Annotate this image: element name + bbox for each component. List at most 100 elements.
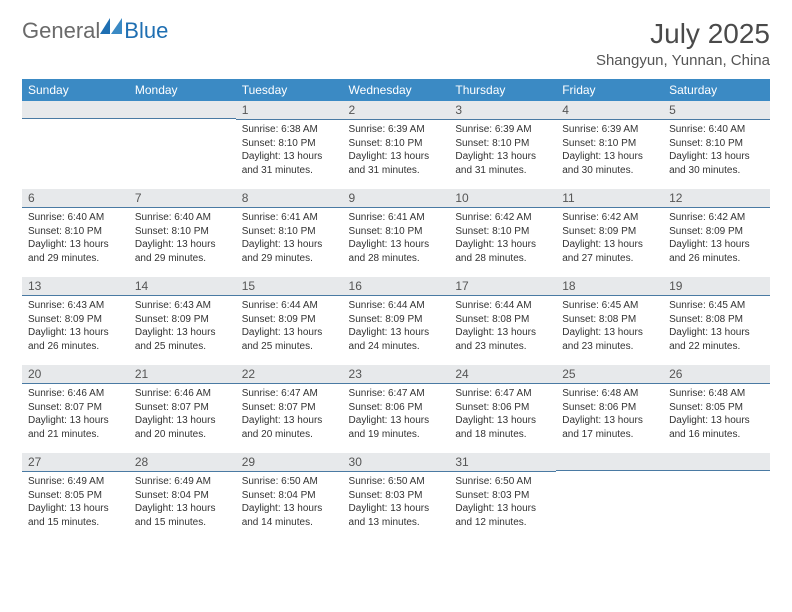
sunrise-text: Sunrise: 6:40 AM (28, 211, 123, 225)
calendar-cell: 19Sunrise: 6:45 AMSunset: 8:08 PMDayligh… (663, 277, 770, 365)
sunrise-text: Sunrise: 6:40 AM (135, 211, 230, 225)
calendar-cell: 26Sunrise: 6:48 AMSunset: 8:05 PMDayligh… (663, 365, 770, 453)
day-number: 26 (663, 365, 770, 384)
sunrise-text: Sunrise: 6:48 AM (669, 387, 764, 401)
empty-day-strip (22, 101, 129, 119)
calendar-cell: 24Sunrise: 6:47 AMSunset: 8:06 PMDayligh… (449, 365, 556, 453)
sunrise-text: Sunrise: 6:46 AM (28, 387, 123, 401)
sunrise-text: Sunrise: 6:47 AM (455, 387, 550, 401)
day-number: 13 (22, 277, 129, 296)
calendar-cell: 4Sunrise: 6:39 AMSunset: 8:10 PMDaylight… (556, 101, 663, 189)
calendar-cell: 21Sunrise: 6:46 AMSunset: 8:07 PMDayligh… (129, 365, 236, 453)
sunset-text: Sunset: 8:10 PM (455, 225, 550, 239)
sunset-text: Sunset: 8:09 PM (349, 313, 444, 327)
day-details: Sunrise: 6:38 AMSunset: 8:10 PMDaylight:… (236, 120, 343, 180)
day-number: 22 (236, 365, 343, 384)
empty-day-strip (129, 101, 236, 119)
calendar-cell: 14Sunrise: 6:43 AMSunset: 8:09 PMDayligh… (129, 277, 236, 365)
calendar-cell: 22Sunrise: 6:47 AMSunset: 8:07 PMDayligh… (236, 365, 343, 453)
sunset-text: Sunset: 8:04 PM (135, 489, 230, 503)
logo-word2: Blue (124, 18, 168, 44)
daylight-text: Daylight: 13 hours and 28 minutes. (455, 238, 550, 265)
calendar-cell: 20Sunrise: 6:46 AMSunset: 8:07 PMDayligh… (22, 365, 129, 453)
day-details: Sunrise: 6:39 AMSunset: 8:10 PMDaylight:… (343, 120, 450, 180)
day-number: 7 (129, 189, 236, 208)
day-details: Sunrise: 6:45 AMSunset: 8:08 PMDaylight:… (663, 296, 770, 356)
sunrise-text: Sunrise: 6:50 AM (349, 475, 444, 489)
daylight-text: Daylight: 13 hours and 30 minutes. (669, 150, 764, 177)
sunset-text: Sunset: 8:09 PM (28, 313, 123, 327)
sunrise-text: Sunrise: 6:40 AM (669, 123, 764, 137)
daylight-text: Daylight: 13 hours and 17 minutes. (562, 414, 657, 441)
day-number: 8 (236, 189, 343, 208)
calendar-week: 1Sunrise: 6:38 AMSunset: 8:10 PMDaylight… (22, 101, 770, 189)
sunrise-text: Sunrise: 6:41 AM (242, 211, 337, 225)
day-number: 31 (449, 453, 556, 472)
calendar-week: 13Sunrise: 6:43 AMSunset: 8:09 PMDayligh… (22, 277, 770, 365)
calendar-cell: 13 Sunrise: 6:43 AMSunset: 8:09 PMDayligh… (22, 277, 129, 365)
calendar-cell (556, 453, 663, 541)
daylight-text: Daylight: 13 hours and 15 minutes. (28, 502, 123, 529)
daylight-text: Daylight: 13 hours and 25 minutes. (135, 326, 230, 353)
day-number: 14 (129, 277, 236, 296)
day-number: 16 (343, 277, 450, 296)
sunset-text: Sunset: 8:07 PM (135, 401, 230, 415)
day-number: 5 (663, 101, 770, 120)
day-details: Sunrise: 6:49 AMSunset: 8:04 PMDaylight:… (129, 472, 236, 532)
sunset-text: Sunset: 8:06 PM (349, 401, 444, 415)
calendar-cell: 11Sunrise: 6:42 AMSunset: 8:09 PMDayligh… (556, 189, 663, 277)
daylight-text: Daylight: 13 hours and 13 minutes. (349, 502, 444, 529)
daylight-text: Daylight: 13 hours and 29 minutes. (242, 238, 337, 265)
day-number: 9 (343, 189, 450, 208)
calendar-cell: 3Sunrise: 6:39 AMSunset: 8:10 PMDaylight… (449, 101, 556, 189)
calendar-cell: 28Sunrise: 6:49 AMSunset: 8:04 PMDayligh… (129, 453, 236, 541)
sunset-text: Sunset: 8:08 PM (669, 313, 764, 327)
day-details: Sunrise: 6:48 AMSunset: 8:06 PMDaylight:… (556, 384, 663, 444)
calendar-body: 1Sunrise: 6:38 AMSunset: 8:10 PMDaylight… (22, 101, 770, 541)
daylight-text: Daylight: 13 hours and 21 minutes. (28, 414, 123, 441)
day-number: 28 (129, 453, 236, 472)
sunset-text: Sunset: 8:09 PM (562, 225, 657, 239)
day-details: Sunrise: 6:49 AMSunset: 8:05 PMDaylight:… (22, 472, 129, 532)
calendar-cell: 23Sunrise: 6:47 AMSunset: 8:06 PMDayligh… (343, 365, 450, 453)
calendar-cell: 30Sunrise: 6:50 AMSunset: 8:03 PMDayligh… (343, 453, 450, 541)
day-header: Monday (129, 79, 236, 101)
sunrise-text: Sunrise: 6:50 AM (455, 475, 550, 489)
day-details: Sunrise: 6:45 AMSunset: 8:08 PMDaylight:… (556, 296, 663, 356)
sunrise-text: Sunrise: 6:41 AM (349, 211, 444, 225)
daylight-text: Daylight: 13 hours and 29 minutes. (135, 238, 230, 265)
daylight-text: Daylight: 13 hours and 16 minutes. (669, 414, 764, 441)
sunrise-text: Sunrise: 6:43 AM (28, 299, 123, 313)
day-details: Sunrise: 6:42 AMSunset: 8:10 PMDaylight:… (449, 208, 556, 268)
sunset-text: Sunset: 8:10 PM (349, 137, 444, 151)
daylight-text: Daylight: 13 hours and 25 minutes. (242, 326, 337, 353)
day-number: 1 (236, 101, 343, 120)
day-details: Sunrise: 6:41 AMSunset: 8:10 PMDaylight:… (236, 208, 343, 268)
sunset-text: Sunset: 8:09 PM (135, 313, 230, 327)
sunset-text: Sunset: 8:07 PM (242, 401, 337, 415)
day-number: 3 (449, 101, 556, 120)
sunset-text: Sunset: 8:06 PM (562, 401, 657, 415)
sunset-text: Sunset: 8:06 PM (455, 401, 550, 415)
calendar-cell (22, 101, 129, 189)
day-header: Wednesday (343, 79, 450, 101)
calendar-cell (129, 101, 236, 189)
sunset-text: Sunset: 8:08 PM (455, 313, 550, 327)
day-details: Sunrise: 6:50 AMSunset: 8:04 PMDaylight:… (236, 472, 343, 532)
empty-day-strip (556, 453, 663, 471)
day-details: Sunrise: 6:43 AMSunset: 8:09 PMDaylight:… (129, 296, 236, 356)
day-details: Sunrise: 6:40 AMSunset: 8:10 PMDaylight:… (663, 120, 770, 180)
sunset-text: Sunset: 8:07 PM (28, 401, 123, 415)
calendar-header-row: SundayMondayTuesdayWednesdayThursdayFrid… (22, 79, 770, 101)
daylight-text: Daylight: 13 hours and 27 minutes. (562, 238, 657, 265)
sunset-text: Sunset: 8:10 PM (669, 137, 764, 151)
day-number: 19 (663, 277, 770, 296)
day-header: Tuesday (236, 79, 343, 101)
day-number: 27 (22, 453, 129, 472)
day-number: 21 (129, 365, 236, 384)
calendar-cell: 6Sunrise: 6:40 AMSunset: 8:10 PMDaylight… (22, 189, 129, 277)
daylight-text: Daylight: 13 hours and 26 minutes. (28, 326, 123, 353)
day-number: 24 (449, 365, 556, 384)
day-details: Sunrise: 6:47 AMSunset: 8:06 PMDaylight:… (449, 384, 556, 444)
sunrise-text: Sunrise: 6:49 AM (135, 475, 230, 489)
